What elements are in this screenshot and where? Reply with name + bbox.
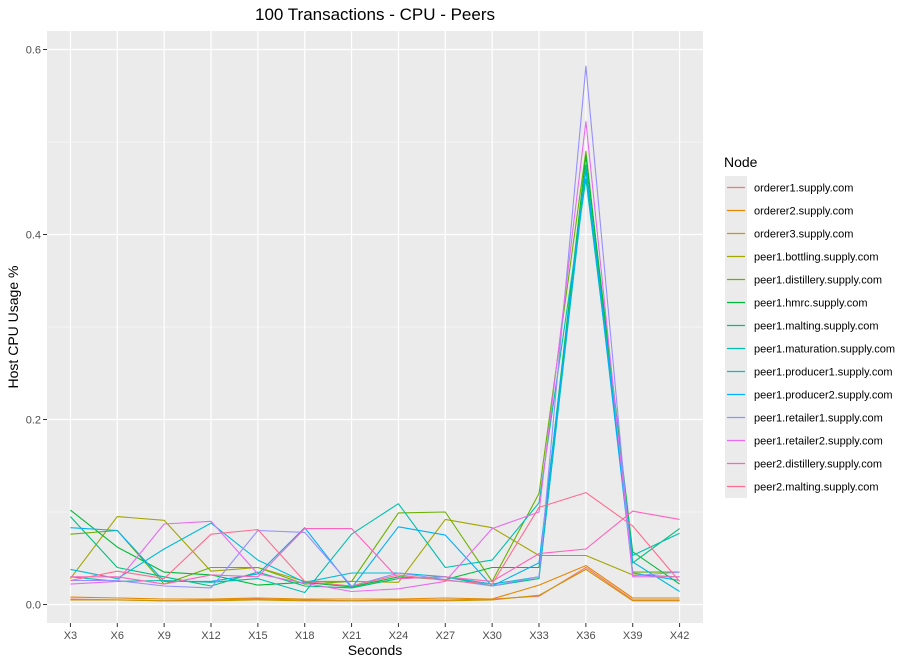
x-tick-label: X27 <box>435 630 455 642</box>
x-axis-ticks: X3 X6 X9 X12 X15 X18 X21 X24 X27 X30 X33 X36 X39 X42 <box>64 623 690 642</box>
legend-label: peer2.distillery.supply.com <box>754 459 882 471</box>
legend-label: peer1.producer2.supply.com <box>754 390 893 402</box>
legend: Node orderer1.supply.com orderer2.supply.… <box>724 154 895 498</box>
legend-label: peer1.retailer2.supply.com <box>754 436 883 448</box>
x-tick-label: X12 <box>201 630 221 642</box>
chart-title: 100 Transactions - CPU - Peers <box>255 5 495 24</box>
legend-title: Node <box>724 154 758 170</box>
x-tick-label: X30 <box>482 630 502 642</box>
x-tick-label: X15 <box>248 630 268 642</box>
series-line <box>70 565 680 600</box>
legend-label: orderer3.supply.com <box>754 229 853 241</box>
y-axis-ticks: 0.0 0.2 0.4 0.6 <box>26 45 47 612</box>
legend-label: peer1.maturation.supply.com <box>754 344 895 356</box>
x-tick-label: X18 <box>295 630 315 642</box>
series-lines <box>69 65 681 602</box>
y-axis-title: Host CPU Usage % <box>5 266 21 389</box>
legend-label: peer1.producer1.supply.com <box>754 367 893 379</box>
legend-label: peer1.hmrc.supply.com <box>754 298 868 310</box>
legend-label: peer1.distillery.supply.com <box>754 275 882 287</box>
series-line <box>70 169 680 589</box>
legend-label: peer1.malting.supply.com <box>754 321 879 333</box>
x-axis-title: Seconds <box>348 642 402 658</box>
x-tick-label: X21 <box>342 630 362 642</box>
series-line <box>70 568 680 602</box>
series-line <box>70 121 680 593</box>
x-tick-label: X6 <box>111 630 124 642</box>
legend-label: peer2.malting.supply.com <box>754 482 879 494</box>
x-tick-label: X42 <box>670 630 690 642</box>
series-line <box>70 510 680 585</box>
series-line <box>70 65 680 589</box>
series-line <box>70 492 681 587</box>
legend-label: orderer1.supply.com <box>754 183 853 195</box>
x-tick-label: X24 <box>389 630 409 642</box>
legend-label: peer1.retailer1.supply.com <box>754 413 883 425</box>
y-tick-label: 0.4 <box>26 230 41 242</box>
x-tick-label: X39 <box>623 630 643 642</box>
x-tick-label: X3 <box>64 630 77 642</box>
x-tick-label: X36 <box>576 630 596 642</box>
legend-label: peer1.bottling.supply.com <box>754 252 879 264</box>
y-tick-label: 0.6 <box>26 45 41 57</box>
x-tick-label: X9 <box>157 630 170 642</box>
minor-gridlines <box>47 141 703 513</box>
y-tick-label: 0.2 <box>26 415 41 427</box>
series-line <box>70 155 680 588</box>
y-tick-label: 0.0 <box>26 600 41 612</box>
legend-label: orderer2.supply.com <box>754 206 853 218</box>
x-tick-label: X33 <box>529 630 549 642</box>
